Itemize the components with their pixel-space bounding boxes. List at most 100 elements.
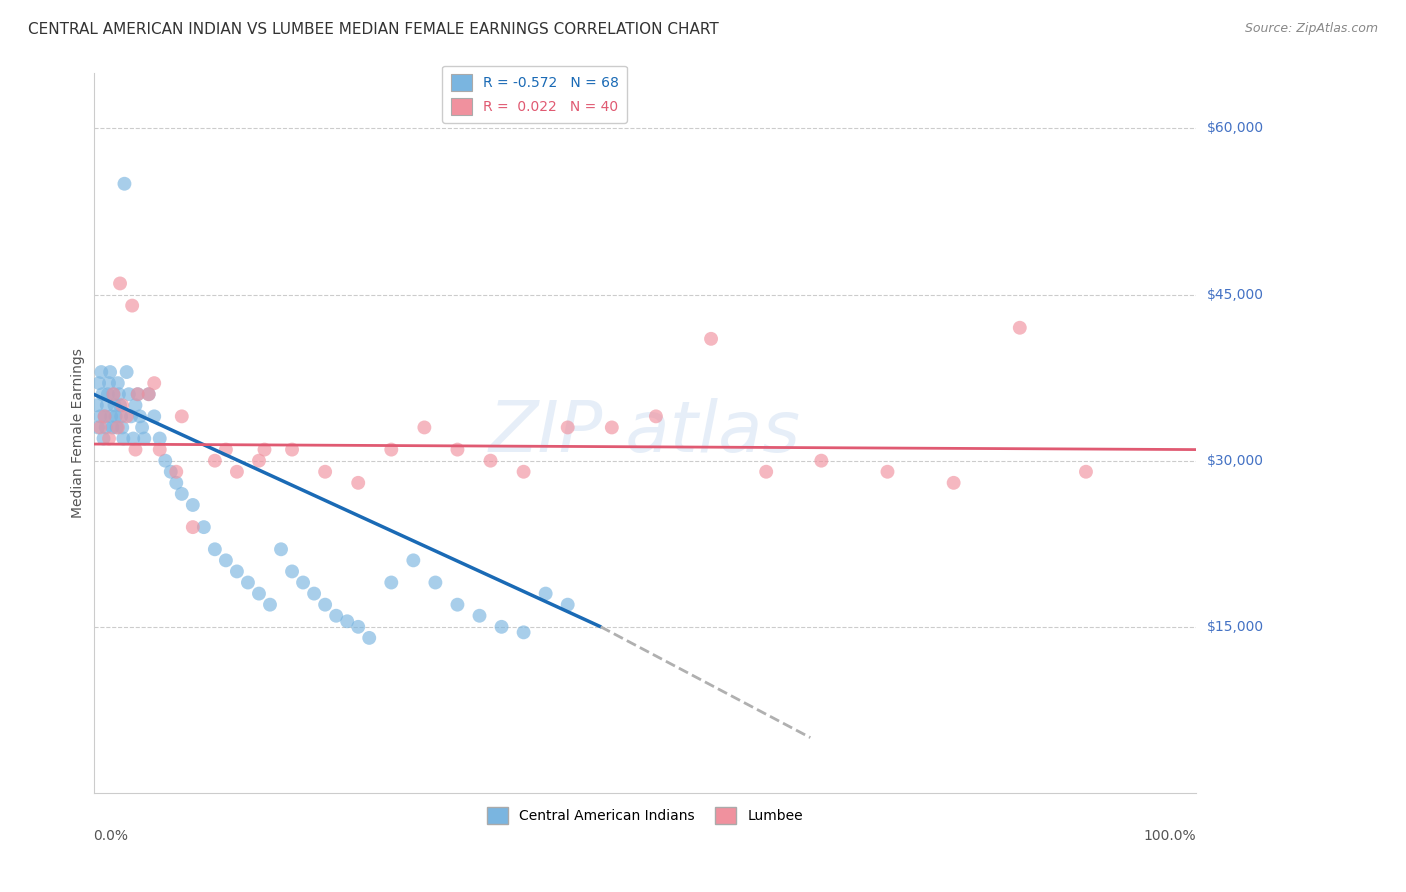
Point xyxy=(479,453,502,467)
Point xyxy=(96,398,118,412)
Point xyxy=(122,432,145,446)
Point xyxy=(149,442,172,457)
Point xyxy=(446,598,468,612)
Point xyxy=(103,398,125,412)
Point xyxy=(226,465,249,479)
Legend: Central American Indians, Lumbee: Central American Indians, Lumbee xyxy=(481,801,808,830)
Point xyxy=(236,575,259,590)
Text: 0.0%: 0.0% xyxy=(94,829,128,843)
Point xyxy=(253,442,276,457)
Point xyxy=(347,620,370,634)
Point xyxy=(259,598,281,612)
Text: 100.0%: 100.0% xyxy=(1143,829,1197,843)
Point xyxy=(302,586,325,600)
Point xyxy=(87,420,110,434)
Point xyxy=(108,398,131,412)
Point xyxy=(165,475,187,490)
Point xyxy=(131,420,153,434)
Point xyxy=(107,420,129,434)
Point xyxy=(93,409,115,424)
Text: Source: ZipAtlas.com: Source: ZipAtlas.com xyxy=(1244,22,1378,36)
Point xyxy=(204,453,226,467)
Point xyxy=(876,465,898,479)
Point xyxy=(325,608,347,623)
Text: $60,000: $60,000 xyxy=(1208,121,1264,136)
Point xyxy=(181,520,204,534)
Point xyxy=(645,409,668,424)
Point xyxy=(89,409,111,424)
Point xyxy=(270,542,292,557)
Point xyxy=(97,387,120,401)
Point xyxy=(98,432,121,446)
Text: CENTRAL AMERICAN INDIAN VS LUMBEE MEDIAN FEMALE EARNINGS CORRELATION CHART: CENTRAL AMERICAN INDIAN VS LUMBEE MEDIAN… xyxy=(28,22,718,37)
Point xyxy=(247,453,270,467)
Point xyxy=(402,553,425,567)
Point xyxy=(87,376,110,391)
Point xyxy=(247,586,270,600)
Point xyxy=(86,398,108,412)
Point xyxy=(557,420,579,434)
Point xyxy=(170,409,193,424)
Point xyxy=(413,420,436,434)
Point xyxy=(600,420,623,434)
Point xyxy=(159,465,181,479)
Point xyxy=(110,409,132,424)
Point xyxy=(103,387,125,401)
Point xyxy=(103,387,125,401)
Point xyxy=(810,453,832,467)
Point xyxy=(138,387,160,401)
Point xyxy=(281,565,304,579)
Point xyxy=(512,625,534,640)
Point xyxy=(1074,465,1097,479)
Point xyxy=(359,631,381,645)
Point xyxy=(115,365,138,379)
Point xyxy=(942,475,965,490)
Point xyxy=(215,553,238,567)
Point xyxy=(94,420,117,434)
Point xyxy=(170,487,193,501)
Text: $45,000: $45,000 xyxy=(1208,287,1264,301)
Point xyxy=(149,432,172,446)
Point xyxy=(143,376,166,391)
Point xyxy=(90,365,112,379)
Point xyxy=(143,409,166,424)
Point xyxy=(93,432,115,446)
Point xyxy=(292,575,315,590)
Point xyxy=(98,365,121,379)
Point xyxy=(105,420,128,434)
Point xyxy=(134,432,156,446)
Point xyxy=(281,442,304,457)
Point xyxy=(468,608,491,623)
Point xyxy=(700,332,723,346)
Point xyxy=(380,575,402,590)
Point xyxy=(98,376,121,391)
Point xyxy=(115,409,138,424)
Point xyxy=(128,409,150,424)
Point xyxy=(347,475,370,490)
Point xyxy=(314,465,336,479)
Point xyxy=(1008,320,1031,334)
Text: ZIP atlas: ZIP atlas xyxy=(489,399,801,467)
Point xyxy=(108,387,131,401)
Point xyxy=(108,277,131,291)
Text: $15,000: $15,000 xyxy=(1208,620,1264,634)
Point xyxy=(93,409,115,424)
Point xyxy=(91,387,114,401)
Point xyxy=(101,420,124,434)
Point xyxy=(181,498,204,512)
Point xyxy=(127,387,149,401)
Point xyxy=(204,542,226,557)
Y-axis label: Median Female Earnings: Median Female Earnings xyxy=(72,348,86,518)
Point xyxy=(124,442,146,457)
Point xyxy=(118,387,141,401)
Point xyxy=(446,442,468,457)
Point xyxy=(121,299,143,313)
Point xyxy=(124,398,146,412)
Point xyxy=(314,598,336,612)
Point xyxy=(114,177,136,191)
Point xyxy=(425,575,447,590)
Point xyxy=(155,453,177,467)
Point xyxy=(491,620,513,634)
Point xyxy=(107,376,129,391)
Point xyxy=(557,598,579,612)
